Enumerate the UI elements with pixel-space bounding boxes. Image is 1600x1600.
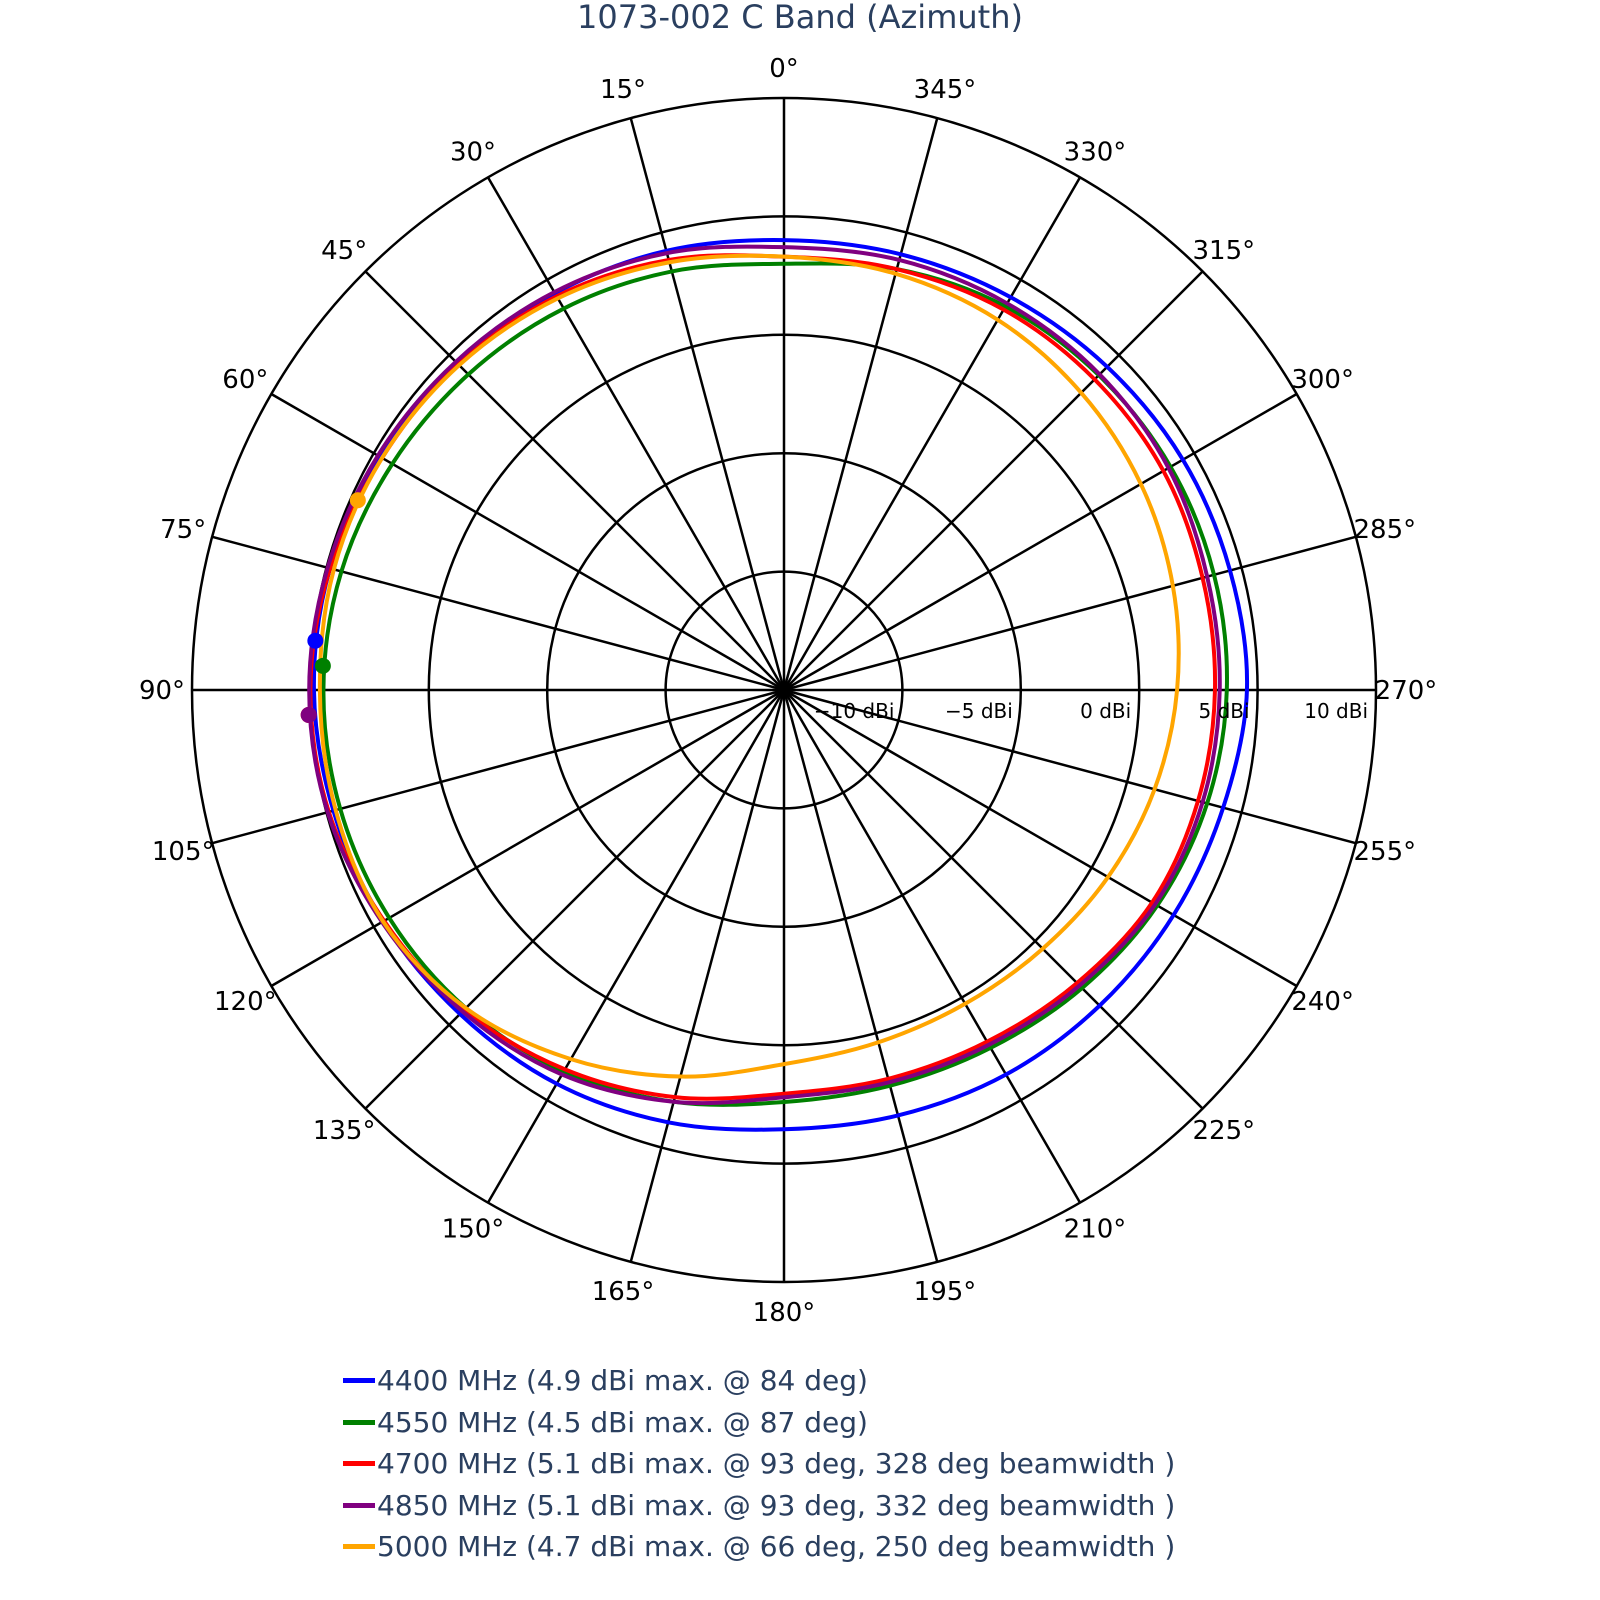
series-curves [307,238,1250,1132]
angular-tick-label: 195° [914,1277,977,1307]
legend-item-4400[interactable]: 4400 MHz (4.9 dBi max. @ 84 deg) [343,1360,1175,1402]
angular-tick-label: 345° [914,75,977,105]
series-line[interactable] [307,244,1222,1106]
angular-tick-label: 330° [1064,137,1127,167]
angular-tick-label: 105° [152,837,215,867]
radial-tick-label: −5 dBi [945,699,1013,723]
grid-spoke [783,689,1204,1110]
legend-swatch [343,1461,375,1467]
angular-tick-label: 240° [1291,987,1354,1017]
legend-swatch [343,1378,375,1384]
series-line[interactable] [317,253,1181,1079]
grid-spoke [364,689,785,1110]
angular-tick-label: 75° [160,515,206,545]
legend-swatch [343,1544,375,1550]
peak-marker[interactable] [314,657,331,674]
radial-tick-label: 5 dBi [1199,699,1250,723]
grid-spoke [783,270,1204,691]
polar-grid [190,96,1378,1284]
chart-title: 1073-002 C Band (Azimuth) [577,0,1023,36]
legend-item-5000[interactable]: 5000 MHz (4.7 dBi max. @ 66 deg, 250 deg… [343,1526,1175,1568]
grid-spoke [783,688,1357,845]
grid-spoke [782,117,939,691]
series-line[interactable] [311,238,1250,1132]
angular-tick-label: 180° [753,1298,816,1328]
peak-marker[interactable] [300,706,317,723]
grid-spoke [211,688,785,845]
series-line[interactable] [321,261,1229,1107]
peak-marker[interactable] [307,632,324,649]
angular-tick-label: 210° [1064,1215,1127,1245]
grid-spoke [629,117,786,691]
legend-label: 4700 MHz (5.1 dBi max. @ 93 deg, 328 deg… [377,1447,1176,1481]
legend-swatch [343,1502,375,1508]
angular-tick-label: 255° [1353,837,1416,867]
legend-item-4850[interactable]: 4850 MHz (5.1 dBi max. @ 93 deg, 332 deg… [343,1485,1175,1527]
radial-tick-label: −10 dBi [814,699,895,723]
legend: 4400 MHz (4.9 dBi max. @ 84 deg) 4550 MH… [343,1360,1175,1568]
legend-label: 4400 MHz (4.9 dBi max. @ 84 deg) [377,1364,868,1398]
axis-labels: 0° 15° 30° 45° 60° 75° 90° 105° 120° 135° 150° 165°… [139,54,1437,1328]
grid-spoke [782,689,939,1263]
angular-tick-label: 135° [313,1116,376,1146]
grid-spoke [783,535,1357,692]
legend-label: 4850 MHz (5.1 dBi max. @ 93 deg, 332 deg… [377,1488,1176,1522]
legend-item-4550[interactable]: 4550 MHz (4.5 dBi max. @ 87 deg) [343,1402,1175,1444]
angular-tick-label: 45° [321,236,367,266]
grid-spoke [782,689,1082,1204]
grid-spoke [783,392,1298,692]
legend-label: 5000 MHz (4.7 dBi max. @ 66 deg, 250 deg… [377,1530,1176,1564]
grid-spoke [211,535,785,692]
radial-tick-label: 0 dBi [1080,699,1131,723]
angular-tick-label: 120° [214,987,277,1017]
angular-tick-label: 15° [600,75,646,105]
peak-markers [300,492,366,723]
grid-spoke [629,689,786,1263]
angular-tick-label: 60° [222,365,268,395]
angular-tick-label: 0° [769,54,799,84]
angular-tick-label: 285° [1353,515,1416,545]
legend-label: 4550 MHz (4.5 dBi max. @ 87 deg) [377,1405,868,1439]
grid-spoke [270,688,785,988]
grid-spoke [270,392,785,692]
angular-tick-label: 315° [1193,236,1256,266]
grid-spoke [782,176,1082,691]
angular-tick-label: 90° [139,676,185,706]
grid-spoke [364,270,785,691]
grid-spoke [486,689,786,1204]
peak-marker[interactable] [349,492,366,509]
angular-tick-label: 30° [450,137,496,167]
angular-tick-label: 150° [442,1215,505,1245]
angular-tick-label: 225° [1193,1116,1256,1146]
angular-tick-label: 165° [592,1277,655,1307]
radial-tick-label: 10 dBi [1304,699,1368,723]
grid-spoke [783,688,1298,988]
angular-tick-label: 300° [1291,365,1354,395]
angular-tick-label: 270° [1375,676,1438,706]
legend-item-4700[interactable]: 4700 MHz (5.1 dBi max. @ 93 deg, 328 deg… [343,1443,1175,1485]
legend-swatch [343,1419,375,1425]
grid-spoke [486,176,786,691]
